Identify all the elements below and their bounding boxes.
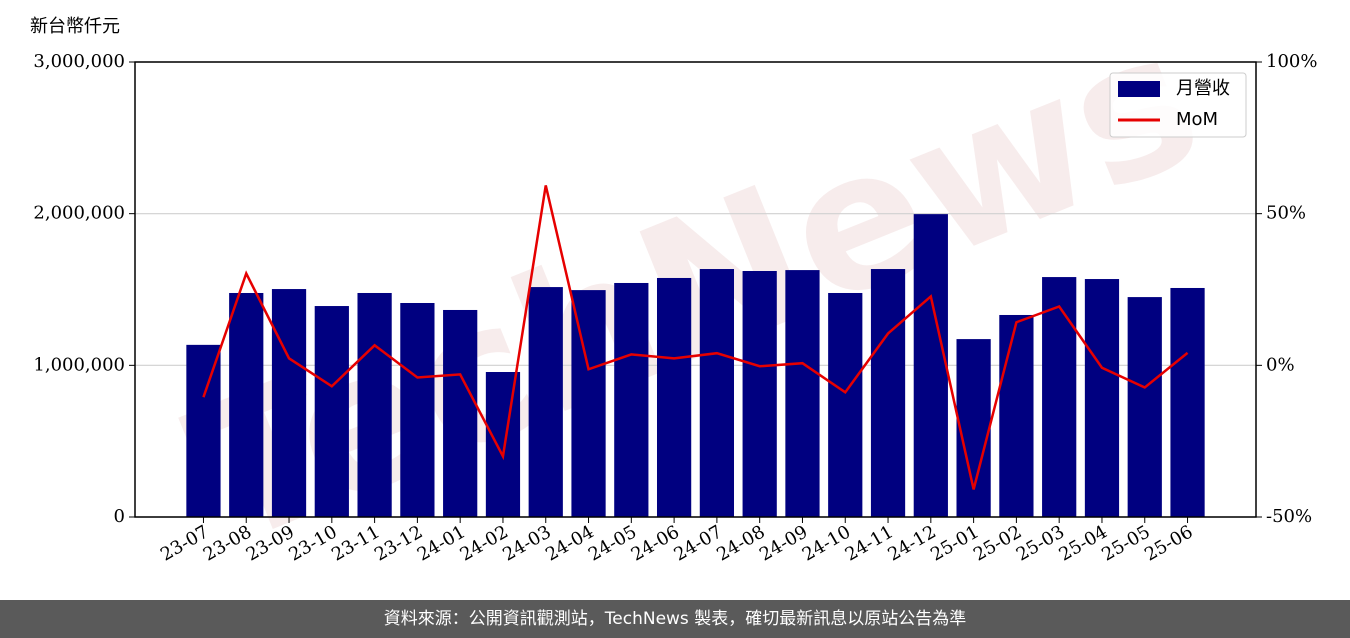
bar	[1042, 277, 1077, 517]
bar	[1084, 279, 1120, 517]
line	[202, 185, 1189, 490]
bar	[528, 287, 563, 517]
bar	[443, 309, 478, 517]
bar	[314, 306, 349, 517]
bar	[999, 314, 1034, 517]
bar	[271, 289, 307, 517]
legend-swatch	[1118, 81, 1160, 97]
y-tick-label: 1,000,000	[33, 354, 125, 375]
bar	[742, 270, 777, 517]
y-tick-label: 2,000,000	[33, 203, 125, 224]
y-tick-label: 3,000,000	[33, 51, 125, 72]
y-axis-label: 新台幣仟元	[30, 16, 120, 37]
bar	[699, 269, 735, 517]
bar	[956, 339, 991, 517]
bar	[1127, 297, 1162, 517]
legend-label: 月營收	[1176, 78, 1230, 99]
bar	[400, 302, 435, 517]
y-tick-label: 0	[114, 506, 125, 527]
bar	[571, 290, 606, 517]
legend-label: MoM	[1176, 109, 1218, 130]
bar	[1170, 287, 1205, 517]
bar	[785, 270, 820, 517]
bar	[870, 269, 906, 517]
plot-frame	[134, 61, 1257, 518]
bar	[614, 282, 649, 517]
footer: 資料來源：公開資訊觀測站，TechNews 製表，確切最新訊息以原站公告為準	[384, 609, 966, 629]
bar	[828, 292, 863, 517]
y2-tick-label: -50%	[1266, 506, 1312, 527]
footer-band	[0, 600, 1350, 638]
bar	[186, 344, 221, 517]
bar	[656, 277, 692, 517]
y2-tick-label: 50%	[1266, 203, 1306, 224]
y2-tick-label: 0%	[1266, 354, 1295, 375]
bar	[229, 292, 264, 517]
bar	[485, 372, 521, 517]
y2-tick-label: 100%	[1266, 51, 1317, 72]
bar	[357, 292, 392, 517]
bar	[913, 214, 948, 517]
